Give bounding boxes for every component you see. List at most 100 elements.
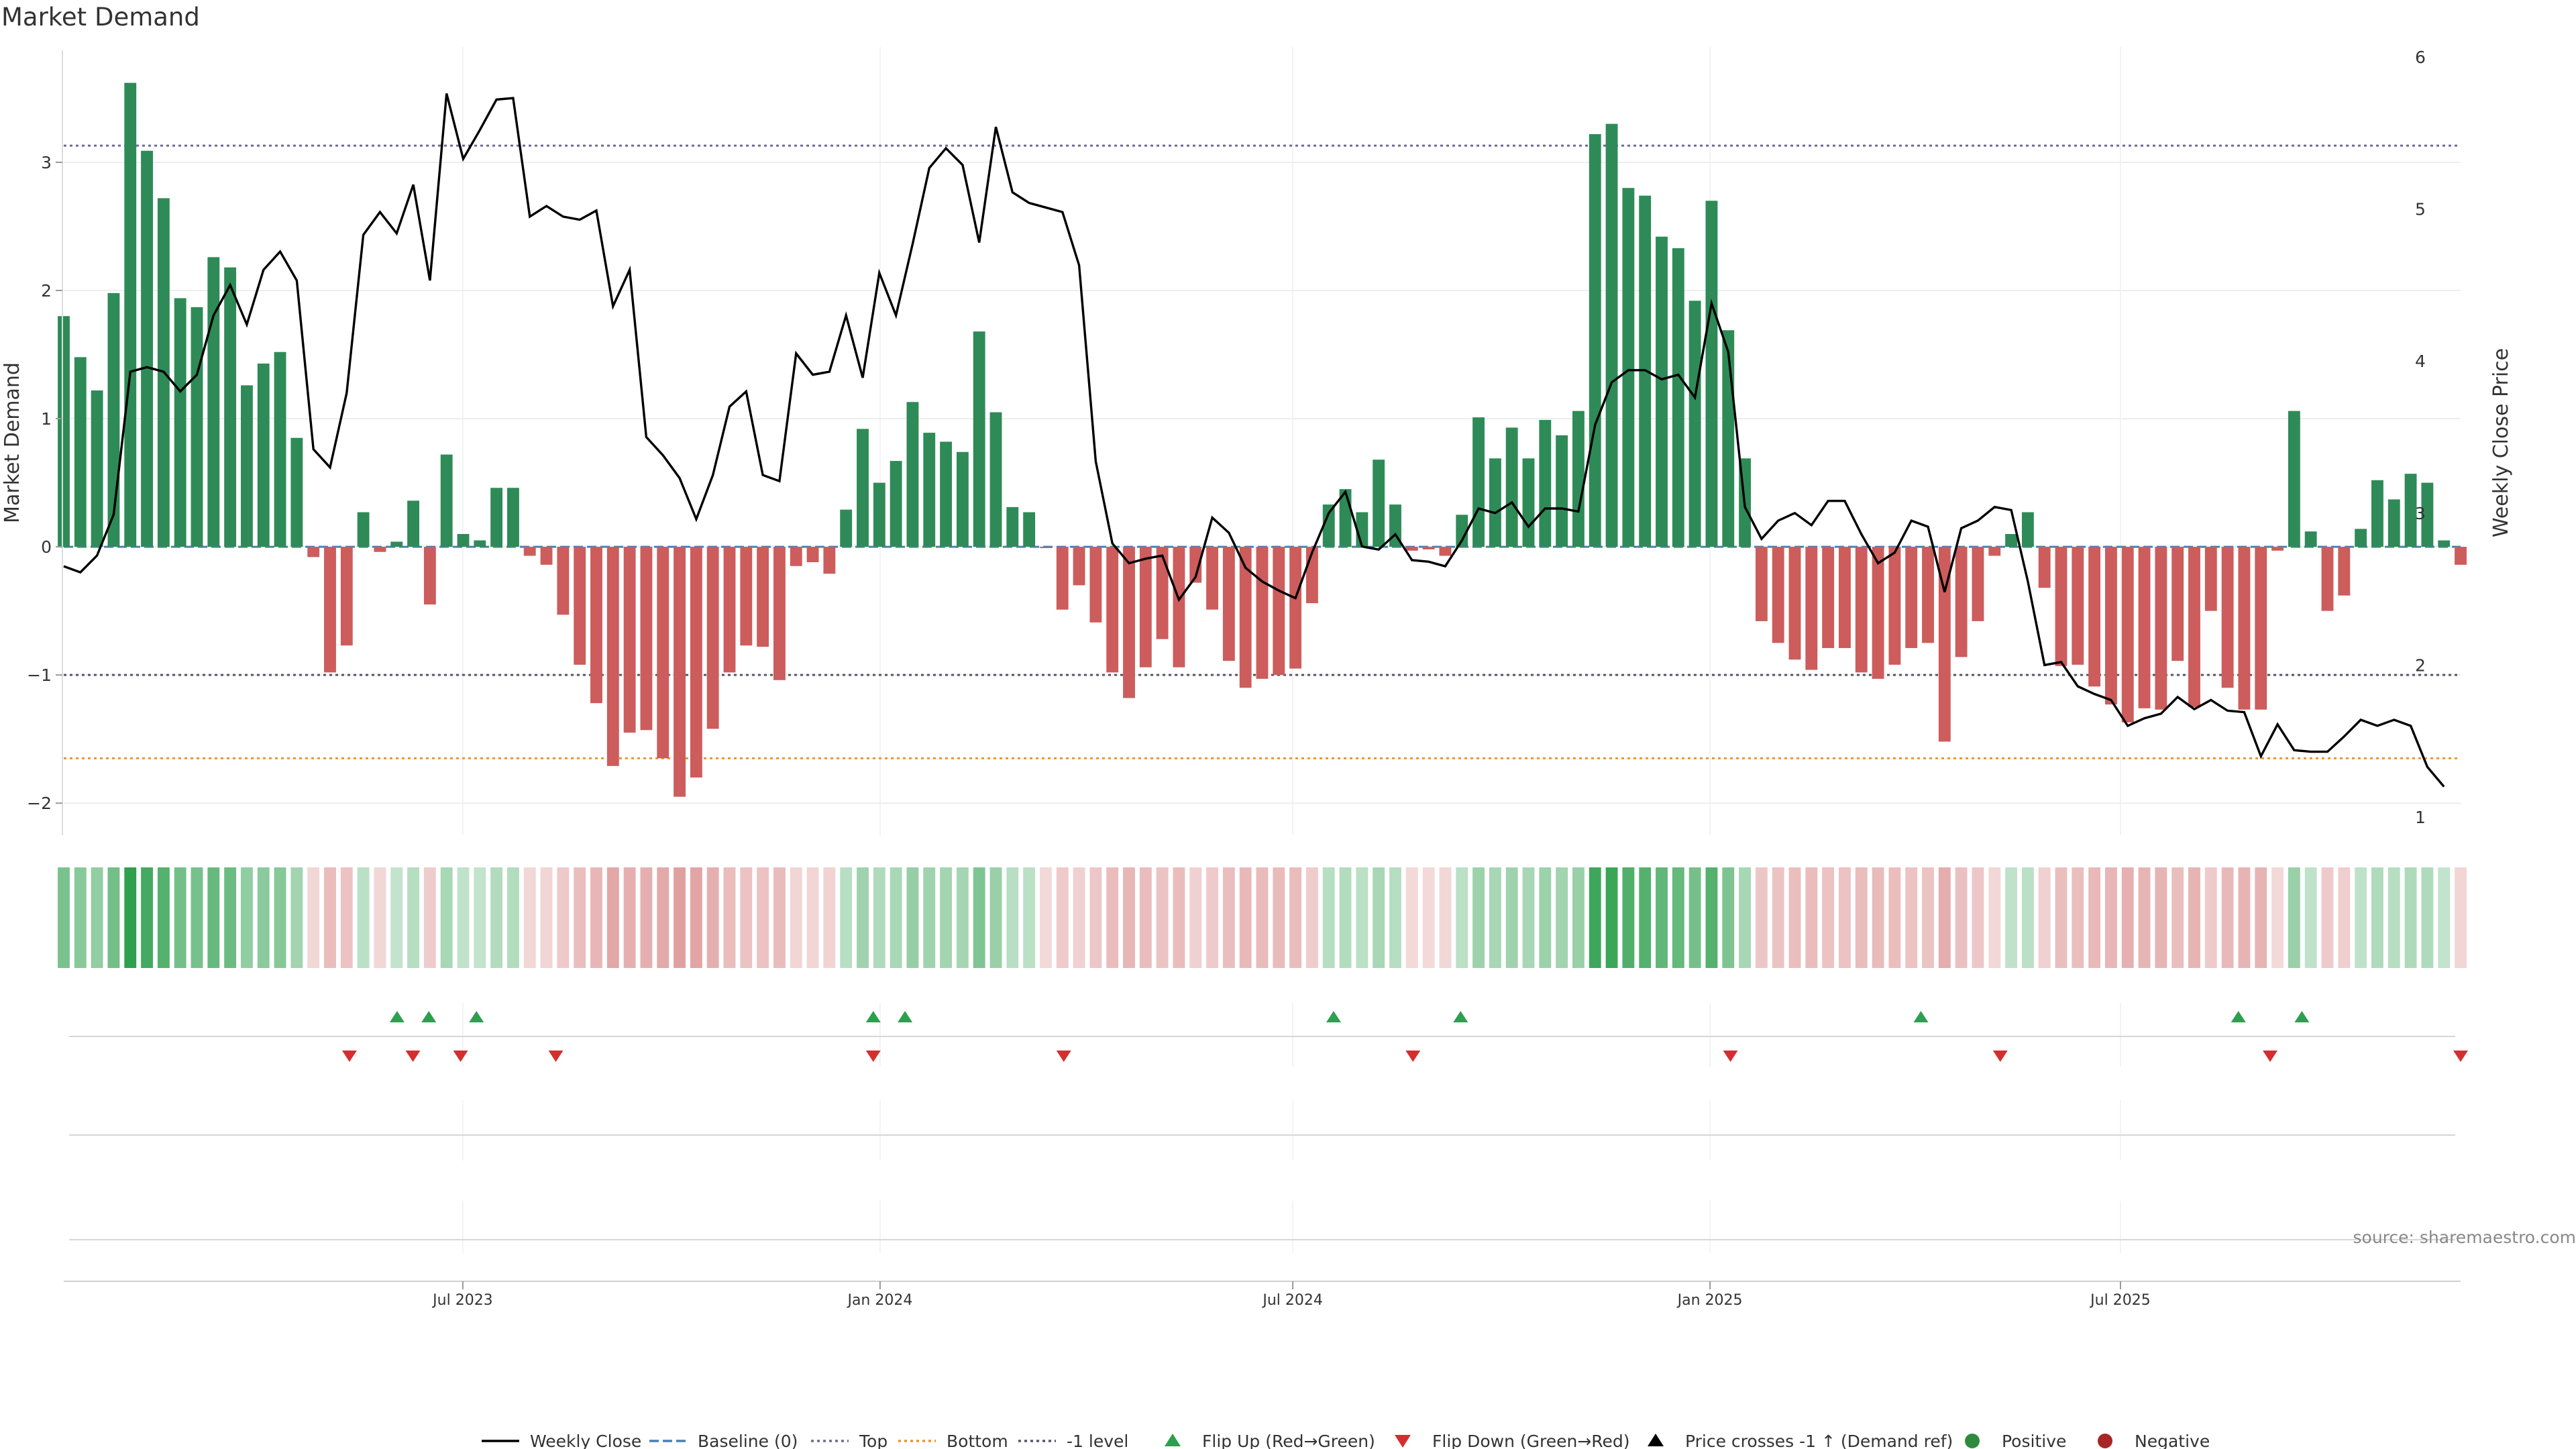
left-tick-label: 0 <box>41 537 52 557</box>
demand-bar <box>574 547 586 665</box>
demand-bar <box>1322 504 1335 547</box>
right-tick-label: 3 <box>2415 504 2426 523</box>
demand-bar <box>2438 540 2451 547</box>
demand-bar <box>1422 547 1435 549</box>
heat-cell <box>1988 867 2001 968</box>
heat-cell <box>1389 867 1401 968</box>
legend-label: Baseline (0) <box>698 1432 798 1449</box>
heat-cell <box>2355 867 2367 968</box>
demand-bar <box>290 437 303 547</box>
demand-bar <box>1522 458 1535 547</box>
demand-bar <box>390 541 403 547</box>
heat-cell <box>1089 867 1102 968</box>
demand-bar <box>1988 547 2001 556</box>
demand-bar <box>1006 506 1019 547</box>
right-tick-label: 6 <box>2415 48 2426 67</box>
heat-cell <box>623 867 636 968</box>
heat-cell <box>191 867 203 968</box>
demand-bar <box>2221 547 2234 688</box>
demand-bar <box>91 390 103 547</box>
demand-bar <box>706 547 719 729</box>
weekly-close-line <box>63 93 2445 788</box>
demand-bar <box>1489 458 1501 547</box>
heat-cell <box>989 867 1002 968</box>
demand-bar <box>1373 460 1385 547</box>
demand-bar <box>257 363 270 547</box>
heat-cell <box>1056 867 1069 968</box>
demand-bar <box>540 547 553 565</box>
legend-triangle-down-icon <box>1395 1435 1411 1448</box>
heat-cell <box>1356 867 1368 968</box>
legend-circle-icon <box>1965 1434 1980 1448</box>
heat-cell <box>2238 867 2251 968</box>
heat-cell <box>1672 867 1684 968</box>
heat-cell <box>474 867 486 968</box>
heat-cell <box>706 867 719 968</box>
heat-cell <box>324 867 336 968</box>
heat-cell <box>91 867 103 968</box>
heat-cell <box>1273 867 1285 968</box>
demand-bar <box>1556 435 1568 547</box>
left-axis-label: Market Demand <box>1 362 24 523</box>
right-axis: 6 5 4 3 2 1 <box>2415 48 2426 827</box>
heat-cell <box>523 867 536 968</box>
demand-bar <box>1822 547 1835 649</box>
heat-cell <box>2371 867 2383 968</box>
heat-cell <box>2138 867 2151 968</box>
heat-cell <box>2421 867 2434 968</box>
heat-cell <box>1705 867 1718 968</box>
legend-item-bottom: Bottom <box>898 1432 1008 1449</box>
demand-bar <box>1206 547 1218 610</box>
heat-cell <box>1622 867 1635 968</box>
heat-cell <box>1306 867 1318 968</box>
demand-bar <box>1705 201 1718 547</box>
heat-cell <box>590 867 602 968</box>
demand-bar <box>1922 547 1934 643</box>
demand-bar <box>906 402 919 547</box>
demand-bar <box>873 482 885 547</box>
heat-cell <box>690 867 702 968</box>
heat-cell <box>2288 867 2300 968</box>
demand-bar <box>2421 482 2434 547</box>
heat-cell <box>557 867 570 968</box>
heat-cell <box>2155 867 2167 968</box>
demand-bar <box>1972 547 1984 621</box>
legend-item-weekly_close: Weekly Close <box>482 1432 641 1449</box>
heat-cell <box>1239 867 1252 968</box>
heat-cell <box>1522 867 1535 968</box>
demand-bar <box>1839 547 1851 649</box>
heat-cell <box>340 867 353 968</box>
demand-bar <box>2188 547 2200 707</box>
flip-down-marker <box>2453 1051 2468 1062</box>
demand-bar <box>1672 248 1684 547</box>
demand-bar <box>2155 547 2167 710</box>
demand-bar <box>2121 547 2134 722</box>
heat-cell <box>1505 867 1518 968</box>
heat-cell <box>674 867 686 968</box>
heat-cell <box>1722 867 1735 968</box>
legend-item-top: Top <box>811 1432 888 1449</box>
demand-bar <box>523 547 536 556</box>
flip-up-marker <box>389 1011 405 1022</box>
heat-cell <box>1472 867 1485 968</box>
heat-cell <box>823 867 836 968</box>
flip-down-marker <box>405 1051 421 1062</box>
heat-cell <box>873 867 885 968</box>
heat-cell <box>1189 867 1202 968</box>
demand-bar <box>2255 547 2267 710</box>
demand-bar <box>740 547 753 646</box>
heat-cell <box>1123 867 1135 968</box>
demand-bar <box>2288 411 2300 547</box>
demand-bar <box>2038 547 2051 588</box>
demand-bar <box>1405 547 1418 551</box>
heat-cell <box>1222 867 1235 968</box>
legend-item-flip_up: Flip Up (Red→Green) <box>1165 1432 1375 1449</box>
heat-cell <box>1839 867 1851 968</box>
heat-cell <box>940 867 952 968</box>
demand-bar <box>191 307 203 547</box>
demand-bar <box>457 534 470 547</box>
demand-bar <box>590 547 602 704</box>
heat-cell <box>857 867 869 968</box>
heat-cell <box>423 867 436 968</box>
